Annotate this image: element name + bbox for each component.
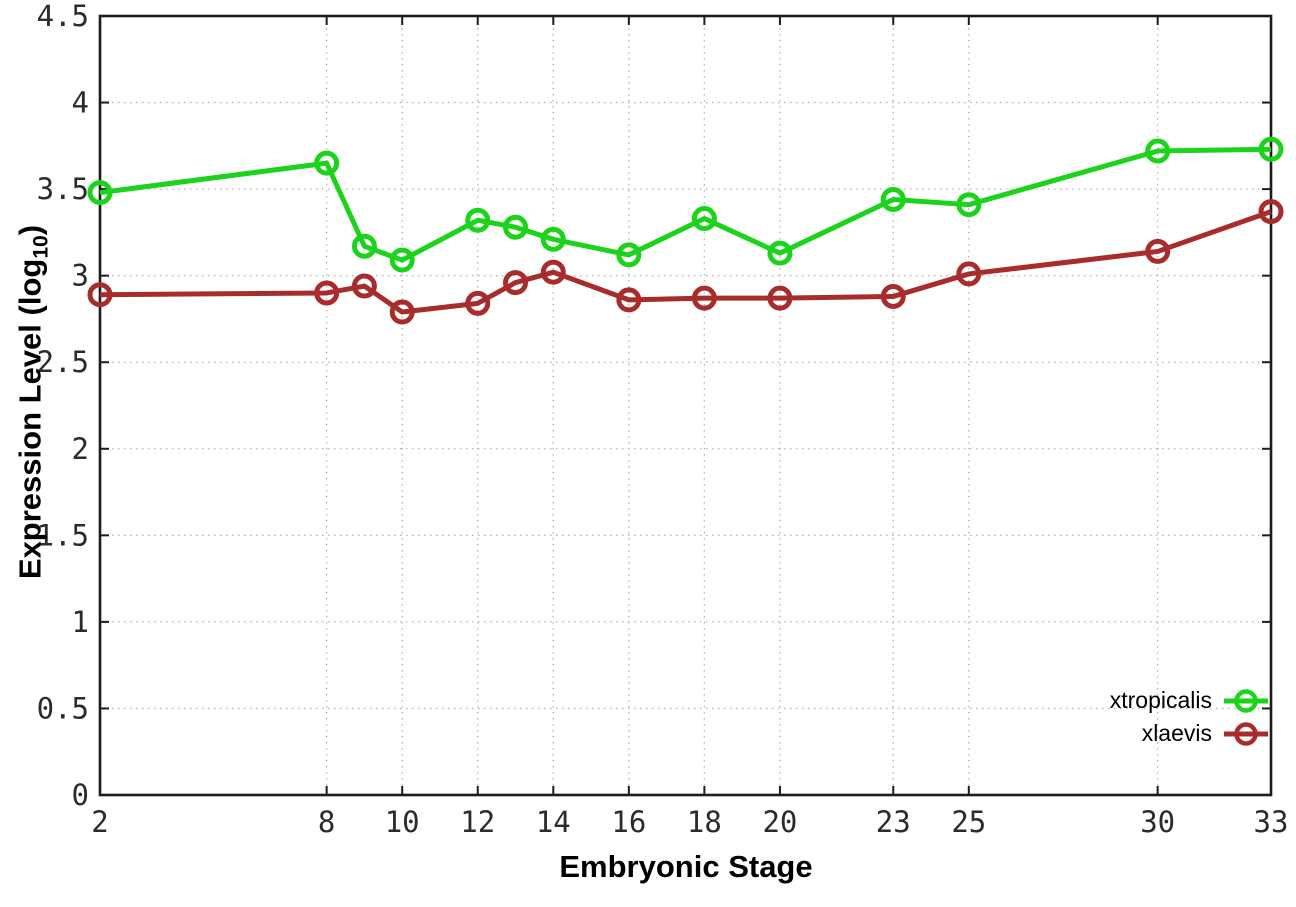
y-tick-label: 0 — [72, 778, 89, 812]
data-point-marker-xlaevis — [767, 285, 793, 311]
data-point-marker-xlaevis — [956, 261, 982, 287]
data-point-marker-xlaevis — [314, 280, 340, 306]
y-tick-label: 0.5 — [37, 691, 89, 725]
plot-border — [98, 14, 1273, 797]
y-tick-label: 4 — [72, 86, 89, 120]
y-tick-label: 1.5 — [37, 518, 89, 552]
y-tick-label: 3.5 — [37, 172, 89, 206]
x-tick-label: 23 — [876, 805, 911, 839]
y-tick-label: 2 — [72, 432, 89, 466]
data-point-marker-xtropicalis — [616, 242, 642, 268]
data-point-marker-xtropicalis — [1145, 138, 1171, 164]
data-point-marker-xlaevis — [465, 290, 491, 316]
x-tick-label: 8 — [318, 805, 335, 839]
data-point-marker-xtropicalis — [767, 240, 793, 266]
y-axis-label-text: Expression Level (log — [12, 258, 48, 580]
data-point-marker-xtropicalis — [503, 214, 529, 240]
data-point-marker-xlaevis — [540, 259, 566, 285]
x-tick-label: 10 — [385, 805, 420, 839]
y-tick-label: 2.5 — [37, 345, 89, 379]
legend-entry-xlaevis: xlaevis — [1110, 717, 1268, 750]
data-point-marker-xtropicalis — [691, 206, 717, 232]
data-point-marker-xlaevis — [87, 282, 113, 308]
data-point-marker-xtropicalis — [540, 226, 566, 252]
legend-label-xlaevis: xlaevis — [1141, 720, 1212, 746]
data-point-marker-xlaevis — [1258, 199, 1284, 225]
x-tick-label: 18 — [687, 805, 722, 839]
y-axis-label: Expression Level (log10) — [12, 225, 53, 579]
data-point-marker-xtropicalis — [351, 233, 377, 259]
data-point-marker-xlaevis — [389, 299, 415, 325]
x-tick-label: 12 — [460, 805, 495, 839]
y-axis-label-subscript: 10 — [29, 235, 53, 259]
y-tick-label: 3 — [72, 259, 89, 293]
x-tick-label: 20 — [762, 805, 797, 839]
x-tick-label: 30 — [1140, 805, 1175, 839]
x-tick-label: 16 — [611, 805, 646, 839]
data-point-marker-xtropicalis — [314, 150, 340, 176]
data-point-marker-xtropicalis — [87, 180, 113, 206]
legend-label-xtropicalis: xtropicalis — [1109, 687, 1212, 713]
x-tick-label: 33 — [1254, 805, 1289, 839]
legend-marker-xlaevis-icon — [1224, 721, 1268, 746]
data-point-marker-xlaevis — [351, 273, 377, 299]
y-tick-label: 4.5 — [37, 0, 89, 33]
data-point-marker-xlaevis — [616, 287, 642, 313]
x-tick-label: 14 — [536, 805, 571, 839]
data-point-marker-xlaevis — [691, 285, 717, 311]
data-point-marker-xlaevis — [880, 283, 906, 309]
data-point-marker-xtropicalis — [1258, 136, 1284, 162]
x-axis-label: Embryonic Stage — [559, 849, 813, 884]
data-point-marker-xlaevis — [503, 270, 529, 296]
data-point-marker-xtropicalis — [465, 207, 491, 233]
y-axis-label-suffix: ) — [12, 224, 48, 236]
data-point-marker-xtropicalis — [956, 192, 982, 218]
x-tick-label: 25 — [951, 805, 986, 839]
series-line-xtropicalis — [99, 146, 1272, 263]
data-point-marker-xtropicalis — [880, 186, 906, 212]
legend-entry-xtropicalis: xtropicalis — [1110, 684, 1268, 717]
legend: xtropicalis xlaevis — [1110, 684, 1268, 750]
y-tick-label: 1 — [72, 605, 89, 639]
x-tick-label: 2 — [91, 805, 108, 839]
legend-marker-xtropicalis-icon — [1224, 688, 1268, 713]
data-point-marker-xlaevis — [1145, 238, 1171, 264]
data-point-marker-xtropicalis — [389, 247, 415, 273]
